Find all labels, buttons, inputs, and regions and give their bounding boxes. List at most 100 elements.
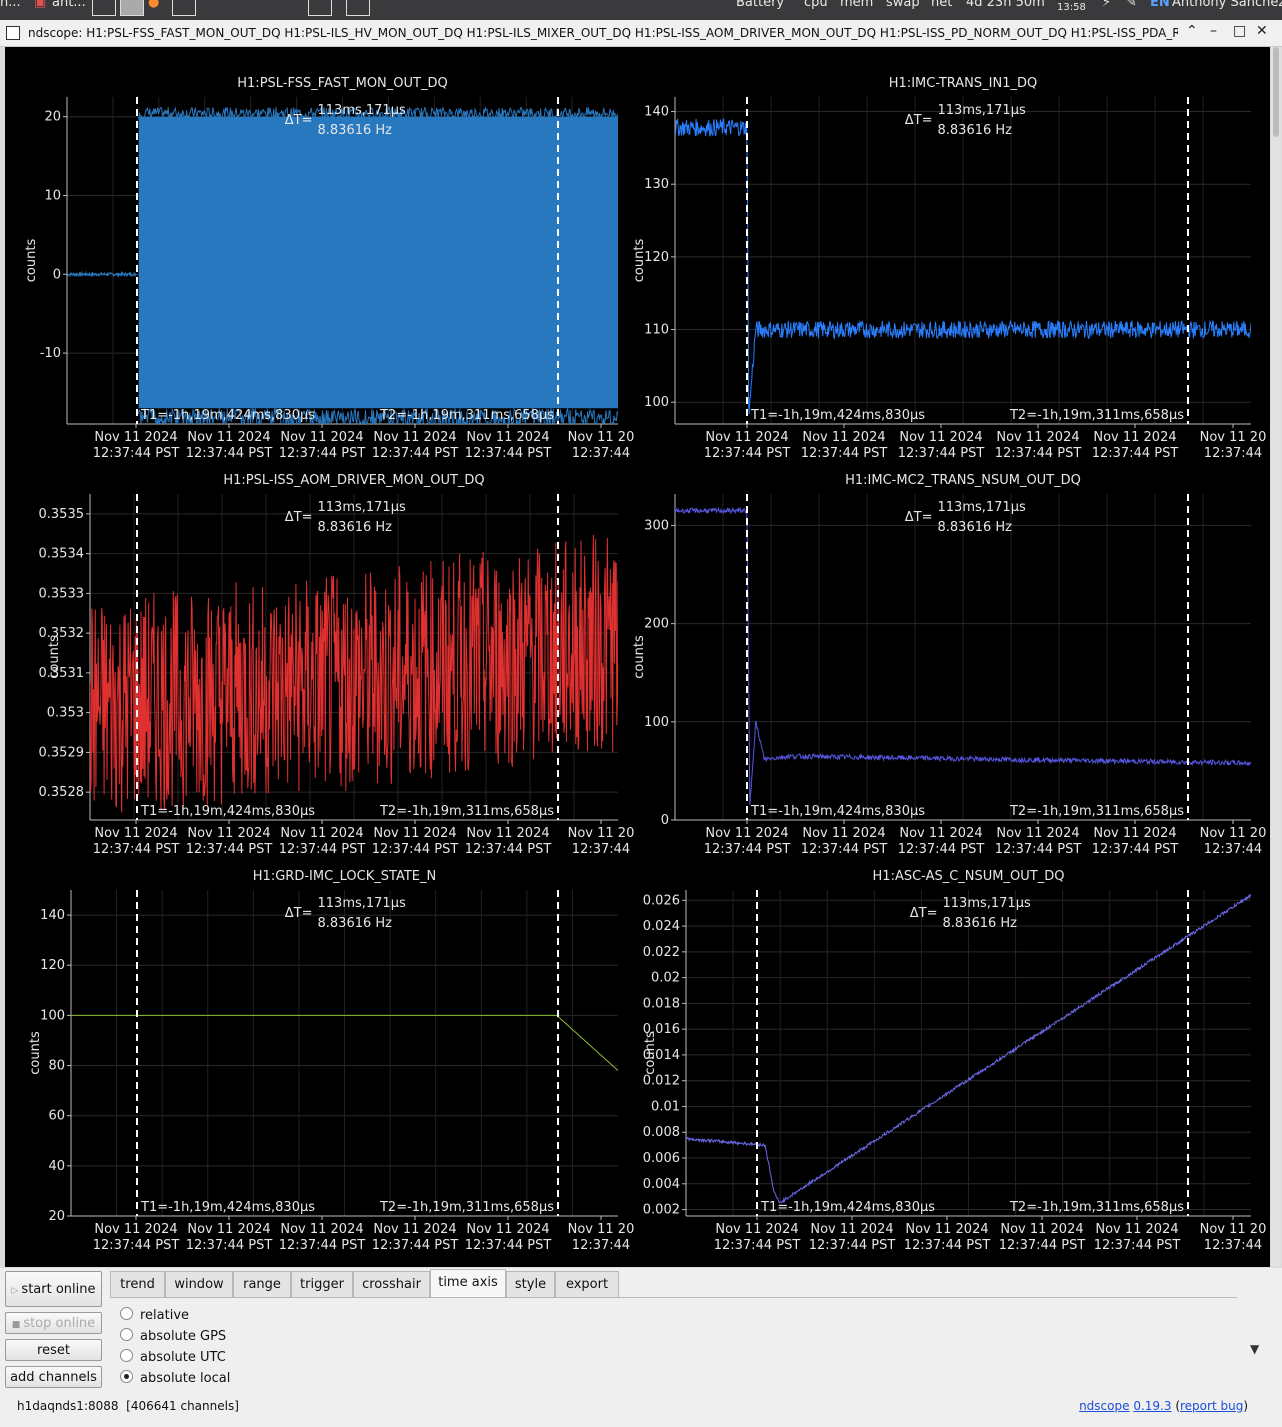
- tab-style[interactable]: style: [506, 1271, 555, 1297]
- uptime-text: 4d 23h 50m: [966, 0, 1045, 10]
- y-tick-label: 0: [53, 267, 61, 282]
- power-icon[interactable]: ⚡: [1102, 0, 1112, 10]
- x-tick-date: Nov 11 2024: [705, 826, 788, 841]
- tab-export[interactable]: export: [555, 1271, 619, 1297]
- user-name[interactable]: Anthony Sanchez: [1172, 0, 1282, 10]
- t1-label: T1=-1h,19m,424ms,830μs: [140, 804, 315, 819]
- tab-divider: [110, 1297, 1237, 1298]
- tab-trigger[interactable]: trigger: [291, 1271, 353, 1297]
- radio-indicator[interactable]: [120, 1349, 133, 1362]
- tab-time-axis[interactable]: time axis: [430, 1269, 506, 1297]
- y-tick-label: 0.018: [643, 996, 680, 1011]
- x-tick-time: 12:37:44 PST: [186, 1238, 273, 1253]
- y-tick-label: 20: [44, 110, 61, 125]
- app-icon[interactable]: ▣: [34, 0, 47, 10]
- system-taskbar: n... ▣ ant... ● Battery cpu mem swap net…: [0, 0, 1282, 20]
- delta-label: ΔT=: [285, 113, 313, 128]
- x-tick-date: Nov 11 2024: [802, 826, 885, 841]
- plots-svg[interactable]: -10 0 10 20 counts H1:PSL-FSS_FAST_MON_OUT_DQ…: [5, 47, 1270, 1267]
- radio-relative[interactable]: relative: [120, 1307, 189, 1323]
- tab-trend[interactable]: trend: [110, 1271, 165, 1297]
- tab-range[interactable]: range: [233, 1271, 291, 1297]
- x-tick-date: Nov 11 2024: [715, 1222, 798, 1237]
- y-tick-label: 130: [644, 177, 669, 192]
- y-axis-label: counts: [643, 1031, 658, 1075]
- radio-indicator[interactable]: [120, 1307, 133, 1320]
- chart-4: [671, 494, 1251, 824]
- maximize-window-icon[interactable]: □: [1233, 23, 1247, 39]
- t2-label: T2=-1h,19m,311ms,658μs: [379, 804, 554, 819]
- collapse-panel-icon[interactable]: ▼: [1250, 1342, 1260, 1356]
- y-tick-label: 0.002: [643, 1203, 680, 1218]
- delta-time: 113ms,171μs: [318, 500, 406, 515]
- series-band: [138, 116, 618, 409]
- tools-icon[interactable]: ✎: [1126, 0, 1137, 10]
- y-tick-label: 100: [644, 715, 669, 730]
- x-tick-time: 12:37:44 PST: [995, 842, 1082, 857]
- chart-6: [682, 890, 1251, 1220]
- workspace-box[interactable]: [346, 0, 370, 16]
- y-tick-label: -10: [40, 346, 61, 361]
- series-line: [90, 534, 618, 813]
- plot-area[interactable]: -10 0 10 20 counts H1:PSL-FSS_FAST_MON_OUT_DQ…: [5, 47, 1270, 1267]
- taskbar-item[interactable]: ant...: [52, 0, 86, 10]
- report-bug-link[interactable]: report bug: [1180, 1399, 1244, 1413]
- x-tick-time: 12:37:44 PST: [1092, 842, 1179, 857]
- t2-label: T2=-1h,19m,311ms,658μs: [379, 408, 554, 423]
- workspace-box[interactable]: [172, 0, 196, 16]
- version-info: ndscope 0.19.3 (report bug): [1079, 1399, 1248, 1413]
- x-tick-time: 12:37:44 PST: [279, 842, 366, 857]
- series-line: [71, 1014, 618, 1071]
- plot-scrollbar[interactable]: [1271, 47, 1281, 1267]
- radio-indicator[interactable]: [120, 1370, 133, 1383]
- minimize-window-icon[interactable]: –: [1210, 23, 1217, 39]
- t2-label: T2=-1h,19m,311ms,658μs: [1009, 1200, 1184, 1215]
- x-tick-date: Nov 11 2024: [1093, 430, 1176, 445]
- delta-label: ΔT=: [905, 510, 933, 525]
- language-indicator[interactable]: EN: [1150, 0, 1170, 10]
- scrollbar-thumb[interactable]: [1273, 47, 1279, 137]
- stop-online-button[interactable]: ■ stop online: [5, 1312, 102, 1334]
- workspace-box[interactable]: [120, 0, 144, 16]
- x-tick-date: Nov 11 2024: [899, 430, 982, 445]
- x-tick-date: Nov 11 2024: [1093, 826, 1176, 841]
- radio-label: absolute GPS: [140, 1329, 227, 1344]
- x-tick-time: 12:37:44: [1204, 446, 1262, 461]
- x-tick-time: 12:37:44 PST: [372, 1238, 459, 1253]
- series-group: [71, 1014, 618, 1071]
- version-link[interactable]: 0.19.3: [1133, 1399, 1172, 1413]
- radio-absolute-local[interactable]: absolute local: [120, 1370, 230, 1386]
- browser-icon[interactable]: ●: [148, 0, 160, 10]
- start-online-button[interactable]: ▷ start online: [5, 1271, 102, 1307]
- series-group: [90, 534, 618, 813]
- workspace-box[interactable]: [92, 0, 116, 16]
- add-channels-button[interactable]: add channels: [5, 1366, 102, 1388]
- y-tick-label: 0.006: [643, 1151, 680, 1166]
- t1-label: T1=-1h,19m,424ms,830μs: [140, 408, 315, 423]
- x-tick-date: Nov 11 2024: [280, 1222, 363, 1237]
- tab-crosshair[interactable]: crosshair: [353, 1271, 430, 1297]
- radio-absolute-utc[interactable]: absolute UTC: [120, 1349, 226, 1365]
- taskbar-item[interactable]: n...: [0, 0, 21, 10]
- workspace-box[interactable]: [308, 0, 332, 16]
- x-tick-date: Nov 11 2024: [802, 430, 885, 445]
- radio-absolute-gps[interactable]: absolute GPS: [120, 1328, 226, 1344]
- ndscope-link[interactable]: ndscope: [1079, 1399, 1130, 1413]
- radio-indicator[interactable]: [120, 1328, 133, 1341]
- net-indicator: net: [931, 0, 953, 10]
- tab-window[interactable]: window: [165, 1271, 233, 1297]
- series-bottom-edge: [138, 407, 618, 424]
- x-tick-time: 12:37:44 PST: [186, 842, 273, 857]
- server-address: h1daqnds1:8088: [17, 1399, 119, 1413]
- y-tick-label: 120: [40, 958, 65, 973]
- shade-window-icon[interactable]: ⌃: [1186, 23, 1198, 39]
- close-window-icon[interactable]: ✕: [1256, 23, 1268, 39]
- x-tick-time: 12:37:44 PST: [186, 446, 273, 461]
- x-tick-date: Nov 11 2024: [466, 826, 549, 841]
- series-group: [675, 118, 1251, 414]
- delta-frequency: 8.83616 Hz: [943, 916, 1018, 931]
- x-tick-date: Nov 11 2024: [187, 430, 270, 445]
- t1-label: T1=-1h,19m,424ms,830μs: [760, 1200, 935, 1215]
- delta-label: ΔT=: [285, 510, 313, 525]
- reset-button[interactable]: reset: [5, 1339, 102, 1361]
